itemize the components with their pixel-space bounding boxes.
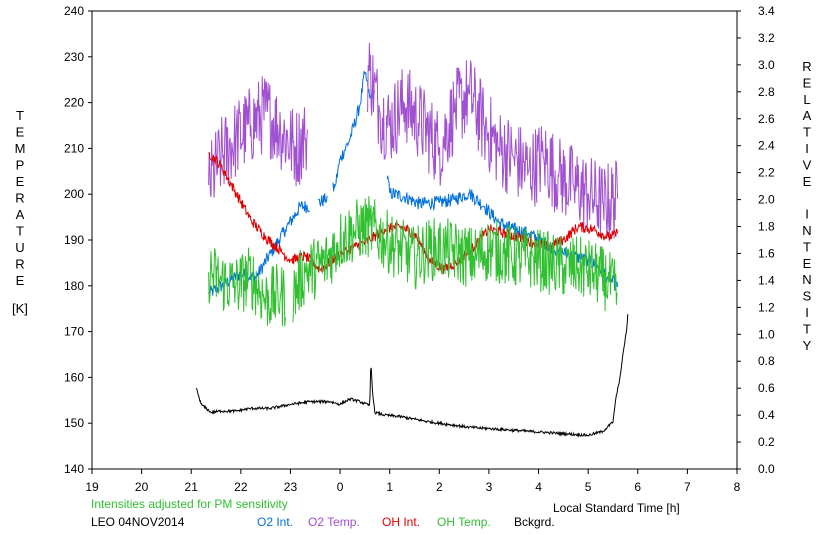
right-tick-label: 2.6 <box>758 112 775 126</box>
left-axis-title-letter: U <box>15 240 24 255</box>
left-axis-title-letter: R <box>15 191 24 206</box>
right-axis-title-letter: N <box>802 223 811 238</box>
right-tick-label: 1.0 <box>758 327 775 341</box>
left-tick-label: 240 <box>64 4 84 18</box>
left-tick-label: 160 <box>64 370 84 384</box>
right-axis-title-letter: R <box>802 59 811 74</box>
right-tick-label: 3.0 <box>758 58 775 72</box>
right-tick-label: 0.0 <box>758 462 775 476</box>
right-tick-label: 0.6 <box>758 381 775 395</box>
x-tick-label: 21 <box>185 480 199 494</box>
x-tick-label: 7 <box>684 480 691 494</box>
legend-o2-temp: O2 Temp. <box>308 515 360 529</box>
series-line-o2-int <box>208 70 619 296</box>
legend-oh-temp: OH Temp. <box>437 515 491 529</box>
left-axis-unit: [K] <box>12 301 28 316</box>
right-axis-title-letter: L <box>803 92 810 107</box>
left-tick-label: 170 <box>64 325 84 339</box>
left-tick-label: 140 <box>64 462 84 476</box>
right-axis-title-letter: S <box>803 289 812 304</box>
right-tick-label: 2.2 <box>758 166 775 180</box>
left-axis-title-letter: E <box>16 174 25 189</box>
right-axis-title-letter: I <box>805 305 809 320</box>
right-tick-label: 2.4 <box>758 139 775 153</box>
right-axis-title-letter: E <box>803 174 812 189</box>
right-axis-title-letter: Y <box>803 338 812 353</box>
left-tick-label: 230 <box>64 50 84 64</box>
right-tick-label: 2.8 <box>758 85 775 99</box>
right-tick-label: 0.8 <box>758 354 775 368</box>
legend-oh-int: OH Int. <box>382 515 420 529</box>
left-tick-label: 210 <box>64 141 84 155</box>
left-axis-title-letter: E <box>16 125 25 140</box>
x-tick-label: 5 <box>585 480 592 494</box>
legend-o2-int: O2 Int. <box>257 515 293 529</box>
x-tick-label: 3 <box>486 480 493 494</box>
right-tick-label: 1.8 <box>758 220 775 234</box>
left-axis-title-letter: E <box>16 273 25 288</box>
x-tick-label: 6 <box>634 480 641 494</box>
right-axis-title-letter: N <box>802 272 811 287</box>
right-tick-label: 2.0 <box>758 193 775 207</box>
x-tick-label: 8 <box>734 480 741 494</box>
x-tick-label: 2 <box>436 480 443 494</box>
right-tick-label: 0.2 <box>758 435 775 449</box>
left-axis-title-letter: P <box>16 158 25 173</box>
right-tick-label: 0.4 <box>758 408 775 422</box>
left-axis-title-letter: T <box>16 108 24 123</box>
right-tick-label: 1.2 <box>758 300 775 314</box>
left-axis-title-letter: M <box>15 141 26 156</box>
right-tick-label: 3.2 <box>758 31 775 45</box>
right-axis-title-letter: T <box>803 125 811 140</box>
site-date-label: LEO 04NOV2014 <box>91 515 185 529</box>
series-layer <box>195 42 629 438</box>
left-tick-label: 190 <box>64 233 84 247</box>
series-line-oh-temp <box>208 196 618 327</box>
right-tick-label: 1.6 <box>758 246 775 260</box>
left-axis-title-letter: A <box>16 207 25 222</box>
left-tick-label: 180 <box>64 279 84 293</box>
right-axis-title-letter: T <box>803 321 811 336</box>
right-axis-title-letter: E <box>803 75 812 90</box>
right-axis-title-letter: E <box>803 256 812 271</box>
x-axis-tick-labels: 19 20 21 22 23 0 1 2 3 4 5 6 7 8 <box>85 480 740 494</box>
series-line-bckgrd <box>195 314 629 438</box>
left-axis-title-letter: T <box>16 224 24 239</box>
left-axis-tick-labels: 140 150 160 170 180 190 200 210 220 230 240 <box>64 4 84 476</box>
left-tick-label: 220 <box>64 96 84 110</box>
right-tick-label: 1.4 <box>758 273 775 287</box>
right-tick-label: 3.4 <box>758 4 775 18</box>
left-axis-title-letter: R <box>15 257 24 272</box>
series-line-o2-temp <box>208 42 619 239</box>
left-tick-label: 200 <box>64 187 84 201</box>
right-axis-title-letter: I <box>805 207 809 222</box>
x-tick-label: 0 <box>337 480 344 494</box>
legend-bckgrd: Bckgrd. <box>514 515 555 529</box>
right-axis-title-letter: A <box>803 108 812 123</box>
pm-sensitivity-note: Intensities adjusted for PM sensitivity <box>91 497 288 511</box>
x-tick-label: 19 <box>85 480 99 494</box>
right-axis-title-letter: I <box>805 141 809 156</box>
x-tick-label: 1 <box>386 480 393 494</box>
left-tick-label: 150 <box>64 416 84 430</box>
right-axis-title-letter: T <box>803 239 811 254</box>
right-axis-title-letter: V <box>803 157 812 172</box>
axes-ticks <box>88 10 741 474</box>
x-tick-label: 4 <box>535 480 542 494</box>
x-axis-label: Local Standard Time [h] <box>553 501 680 515</box>
right-axis-tick-labels: 0.0 0.2 0.4 0.6 0.8 1.0 1.2 1.4 1.6 1.8 2.0 2.2 2.4 2… <box>758 4 775 476</box>
x-tick-label: 20 <box>135 480 149 494</box>
x-tick-label: 23 <box>284 480 298 494</box>
x-tick-label: 22 <box>234 480 248 494</box>
